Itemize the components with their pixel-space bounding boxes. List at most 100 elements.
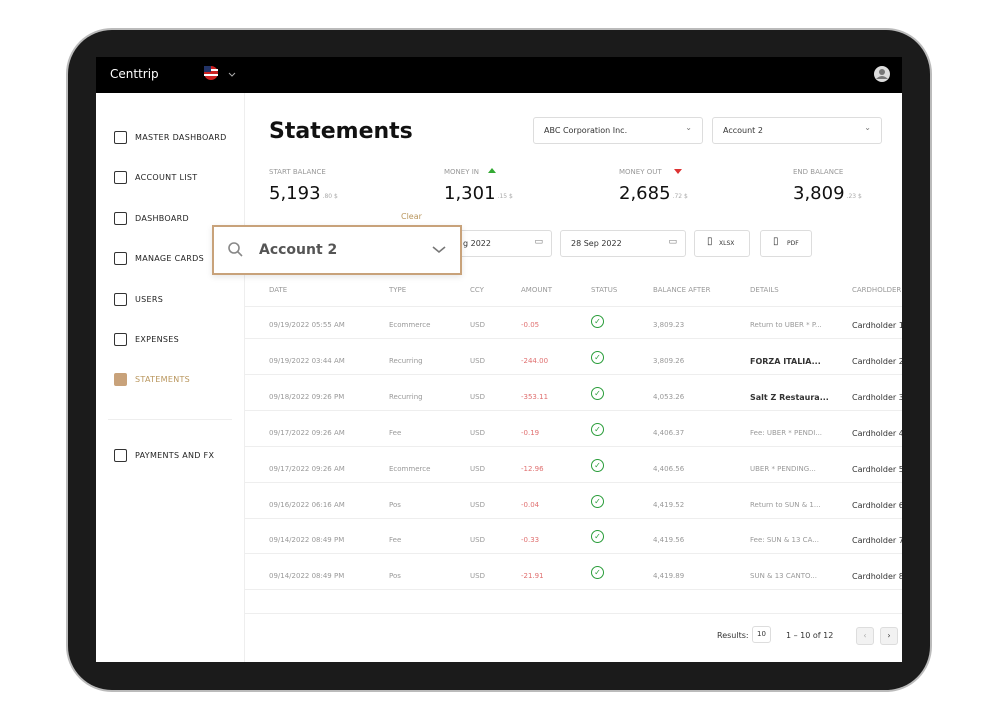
cell: -0.04 [521, 500, 540, 509]
cell: Salt Z Restaura... [750, 392, 829, 402]
chevron: ⌄ [864, 123, 871, 132]
cell: 09/18/2022 09:26 PM [269, 392, 345, 401]
next-page[interactable]: › [880, 627, 898, 645]
divider [108, 419, 232, 420]
button-label: PDF [787, 240, 799, 247]
cell: Fee [389, 536, 402, 545]
cell: 09/17/2022 09:26 AM [269, 464, 345, 473]
row-divider [244, 409, 902, 411]
xlsx-button[interactable]: XLSX ▯ [694, 230, 750, 257]
cell: 4,053.26 [653, 392, 685, 401]
nav-item[interactable]: MASTER DASHBOARD [135, 133, 227, 142]
column-header: DETAILS [750, 286, 779, 294]
pdf-button[interactable]: PDF ▯ [760, 230, 812, 257]
cell: USD [470, 464, 485, 473]
select-value: Account 2 [723, 126, 763, 135]
cell: Cardholder 5 [852, 464, 902, 474]
up-arrow [488, 168, 496, 173]
language-flag[interactable] [202, 65, 242, 83]
column-header: DATE [269, 286, 288, 294]
row-divider [244, 553, 902, 555]
cell: Cardholder 3 [852, 392, 902, 402]
top-bar: Centtrip [96, 57, 902, 93]
cell: Return to SUN & 1... [750, 500, 821, 509]
status-ok: ✓ [591, 386, 604, 400]
cell: Cardholder 4 [852, 428, 902, 438]
nav-icon [114, 373, 127, 387]
calendar-icon: ▭ [534, 237, 543, 247]
footer-divider [244, 613, 902, 614]
cell: USD [470, 356, 485, 365]
cell: Cardholder 8 [852, 572, 902, 582]
sidebar [96, 93, 245, 662]
nav-item[interactable]: EXPENSES [135, 335, 180, 344]
page-title: Statements [269, 119, 413, 144]
screen: Centtrip Statements ABC Corporation Inc.… [96, 57, 902, 662]
account-select[interactable]: Account 2 ⌄ [712, 117, 882, 144]
summary-amount: 5,193 [269, 183, 321, 204]
file-icon: ▯ [773, 236, 779, 247]
cell: Cardholder 7 [852, 536, 902, 546]
file-icon: ▯ [707, 236, 713, 247]
nav-icon [114, 211, 127, 225]
cell: -244.00 [521, 356, 549, 365]
status-ok: ✓ [591, 315, 604, 328]
cell: Ecommerce [389, 321, 431, 329]
summary-cents: .72 $ [672, 193, 688, 200]
cell: 09/16/2022 06:16 AM [269, 500, 345, 509]
summary-amount: 1,301 [444, 183, 496, 204]
cell: 09/17/2022 09:26 AM [269, 428, 345, 437]
nav-icon [114, 292, 127, 306]
column-header: AMOUNT [521, 286, 552, 294]
search-overlay[interactable]: Account 2 [212, 225, 462, 275]
header-divider [244, 306, 902, 307]
search-icon [228, 242, 243, 257]
cell: USD [470, 500, 485, 509]
nav-item[interactable]: DASHBOARD [135, 213, 189, 223]
cell: SUN & 13 CANTO... [750, 572, 817, 581]
cell: USD [470, 321, 485, 329]
nav-item[interactable]: USERS [135, 294, 164, 304]
cell: Pos [389, 572, 401, 581]
nav-icon [114, 252, 127, 266]
clear-link[interactable]: Clear [401, 212, 422, 221]
cell: USD [470, 572, 485, 581]
nav-item[interactable]: PAYMENTS AND FX [135, 451, 215, 460]
cell: 4,419.52 [653, 500, 685, 509]
date-to[interactable]: 28 Sep 2022 ▭ [560, 230, 686, 257]
column-header: BALANCE AFTER [653, 286, 711, 294]
row-divider [244, 589, 902, 591]
status-ok: ✓ [591, 566, 604, 580]
company-select[interactable]: ABC Corporation Inc. ⌄ [533, 117, 703, 144]
status-ok: ✓ [591, 530, 604, 544]
cell: -353.11 [521, 392, 549, 401]
cell: 09/14/2022 08:49 PM [269, 572, 345, 581]
cell: Cardholder 1 [852, 321, 902, 330]
nav-item[interactable]: STATEMENTS [135, 375, 191, 385]
cell: Fee [389, 428, 402, 437]
row-divider [244, 481, 902, 483]
status-ok: ✓ [591, 350, 604, 364]
cell: 3,809.23 [653, 321, 685, 329]
summary-cents: .23 $ [846, 193, 862, 200]
brand[interactable]: Centtrip [110, 67, 159, 81]
status-ok: ✓ [591, 494, 604, 508]
page-size[interactable]: 10 [752, 626, 771, 643]
search-value: Account 2 [259, 242, 338, 258]
chevron [432, 246, 446, 254]
cell: FORZA ITALIA... [750, 356, 821, 366]
user-avatar[interactable] [873, 65, 891, 83]
cell: 4,406.56 [653, 464, 685, 473]
nav-item[interactable]: MANAGE CARDS [135, 254, 204, 264]
date-text: 28 Sep 2022 [571, 239, 622, 248]
cell: USD [470, 428, 485, 437]
nav-item[interactable]: ACCOUNT LIST [135, 173, 198, 183]
summary-cents: .80 $ [322, 193, 338, 200]
prev-page[interactable]: ‹ [856, 627, 874, 645]
cell: Pos [389, 500, 401, 509]
cell: 4,419.56 [653, 536, 685, 545]
cell: -0.19 [521, 428, 540, 437]
summary-amount: 3,809 [793, 183, 845, 204]
down-arrow [674, 169, 682, 174]
